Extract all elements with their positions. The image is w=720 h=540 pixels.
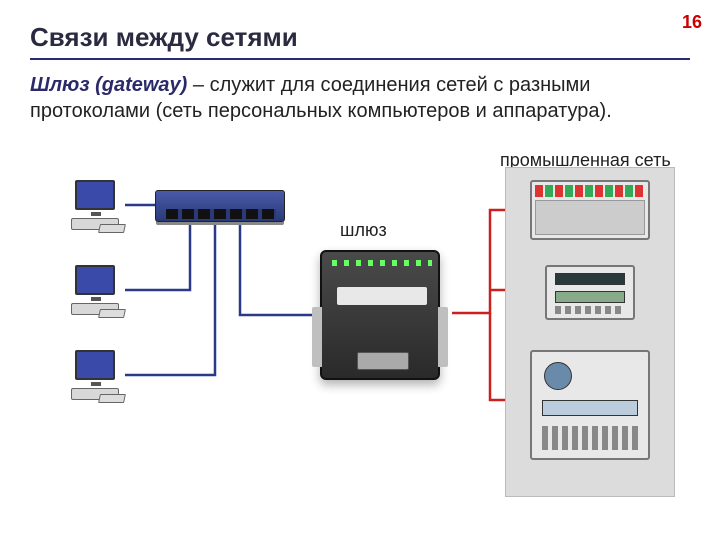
plc-device-icon [530,180,650,240]
pc-icon [75,265,125,320]
relay-device-icon [545,265,635,320]
title-underline [30,58,690,60]
diagram-area: шлюз промышленная сеть [0,155,720,535]
network-switch-icon [155,190,285,222]
term-word: Шлюз [30,74,90,96]
controller-device-icon [530,350,650,460]
pc-icon [75,350,125,405]
label-gateway: шлюз [340,220,387,241]
slide-title: Связи между сетями [30,22,298,53]
body-text: Шлюз (gateway) – служит для соединения с… [30,72,690,124]
page-number: 16 [682,12,702,33]
pc-icon [75,180,125,235]
gateway-paren: (gateway) [95,74,187,96]
gateway-device-icon [320,250,440,380]
